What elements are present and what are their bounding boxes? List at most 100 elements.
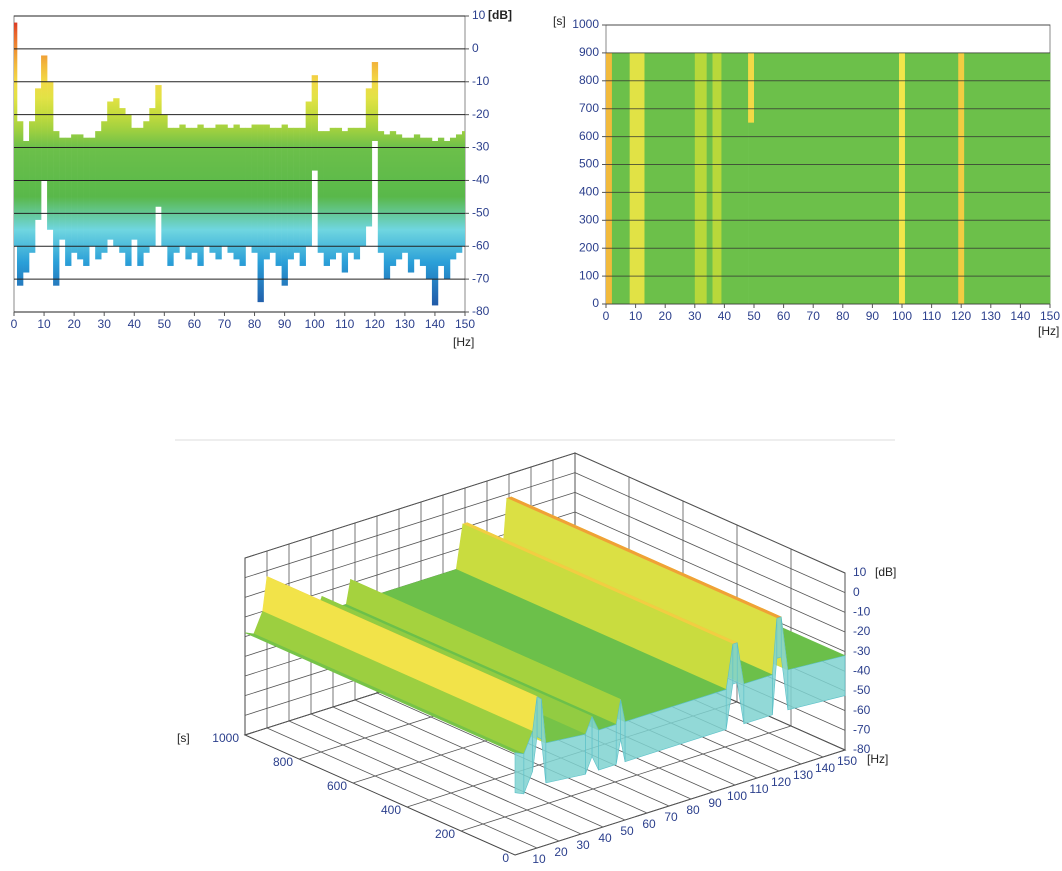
y-tick-label: -10 bbox=[472, 74, 490, 88]
x-tick-label: 0 bbox=[11, 317, 18, 331]
x-tick-label: 150 bbox=[1040, 309, 1060, 323]
z-tick-label: -50 bbox=[853, 683, 871, 697]
x-tick-label: 140 bbox=[1010, 309, 1030, 323]
y-tick-label: 0 bbox=[472, 41, 479, 55]
spectrum-bar bbox=[173, 128, 179, 253]
spectrum-bar bbox=[378, 131, 384, 253]
surface-front bbox=[733, 643, 737, 684]
x-tick-label: 100 bbox=[727, 789, 747, 803]
z-tick-label: -10 bbox=[853, 605, 871, 619]
spectrum-bar bbox=[131, 128, 137, 240]
spectrum-bar bbox=[318, 131, 324, 253]
spectrum-bar bbox=[227, 128, 233, 253]
x-tick-label: 60 bbox=[188, 317, 202, 331]
heat-cell bbox=[707, 53, 713, 304]
spectrum-bar bbox=[23, 141, 29, 273]
spectrum-bar bbox=[252, 125, 258, 253]
z-tick-label: 10 bbox=[853, 565, 867, 579]
x-unit: [Hz] bbox=[453, 335, 474, 349]
heat-cell bbox=[899, 53, 905, 304]
x-tick-label: 10 bbox=[629, 309, 643, 323]
spectrum-bar bbox=[71, 134, 77, 252]
y-tick-label: 800 bbox=[579, 73, 599, 87]
y-tick-label: 700 bbox=[579, 101, 599, 115]
spectrum-bar bbox=[246, 128, 252, 246]
spectrum-bar bbox=[233, 125, 239, 260]
spectrum-bar bbox=[191, 128, 197, 253]
z-tick-label: -70 bbox=[853, 723, 871, 737]
spectrum-bar bbox=[240, 128, 246, 266]
x-tick-label: 120 bbox=[771, 775, 791, 789]
y-unit: [s] bbox=[553, 14, 566, 28]
heat-segment bbox=[748, 53, 754, 123]
x-tick-label: 110 bbox=[749, 782, 768, 796]
spectrum-bar bbox=[209, 128, 215, 253]
z-unit: [dB] bbox=[875, 565, 896, 579]
spectrum-bar bbox=[372, 62, 378, 141]
x-unit: [Hz] bbox=[1038, 324, 1059, 338]
x-tick-label: 100 bbox=[892, 309, 912, 323]
spectrum-bar bbox=[396, 134, 402, 259]
spectrum-bar bbox=[264, 125, 270, 260]
z-tick-label: -20 bbox=[853, 624, 871, 638]
spectrum-bar bbox=[360, 128, 366, 246]
spectrum-bar bbox=[41, 55, 47, 180]
heat-cell bbox=[606, 53, 612, 304]
spectrum-bar bbox=[282, 125, 288, 286]
spectrum-bar bbox=[294, 128, 300, 253]
x-unit: [Hz] bbox=[867, 752, 888, 766]
surface-front bbox=[599, 724, 617, 770]
spectrum-bar bbox=[203, 128, 209, 246]
spectrum-bar bbox=[95, 131, 101, 259]
x-tick-label: 120 bbox=[365, 317, 385, 331]
spectrum-bar bbox=[107, 102, 113, 240]
spectrum-bar bbox=[312, 75, 318, 170]
x-tick-label: 50 bbox=[158, 317, 172, 331]
spectrum-bar bbox=[47, 82, 53, 230]
x-tick-label: 30 bbox=[98, 317, 112, 331]
spectrum-bar bbox=[366, 88, 372, 226]
surface-front bbox=[777, 617, 781, 658]
spectrum-bar bbox=[432, 141, 438, 305]
spectrum-bar bbox=[167, 128, 173, 266]
spectrum-bar bbox=[456, 134, 462, 252]
spectrum-bar bbox=[306, 102, 312, 247]
spectrum-bar bbox=[270, 128, 276, 253]
z-tick-label: -60 bbox=[853, 703, 871, 717]
heat-cell bbox=[630, 53, 645, 304]
x-tick-label: 130 bbox=[793, 768, 813, 782]
x-tick-label: 10 bbox=[532, 852, 546, 866]
heat-cell bbox=[905, 53, 959, 304]
x-tick-label: 20 bbox=[659, 309, 673, 323]
x-tick-label: 20 bbox=[554, 845, 568, 859]
surface-front bbox=[546, 734, 586, 783]
y-tick-label: -60 bbox=[472, 238, 490, 252]
spectrum-bar bbox=[197, 125, 203, 266]
y-tick-label: -30 bbox=[472, 140, 490, 154]
x-tick-label: 20 bbox=[67, 317, 81, 331]
y-tick-label: -50 bbox=[472, 206, 490, 220]
y-tick-label: 800 bbox=[273, 755, 293, 769]
spectrum-bar bbox=[137, 128, 143, 266]
x-tick-label: 70 bbox=[664, 810, 678, 824]
spectrum-bar bbox=[348, 128, 354, 253]
heat-cell bbox=[612, 53, 630, 304]
spectrum-bar bbox=[336, 128, 342, 253]
spectrum-bar bbox=[113, 98, 119, 246]
spectrum-bar bbox=[414, 134, 420, 259]
y-tick-label: 400 bbox=[579, 185, 599, 199]
x-tick-label: 120 bbox=[951, 309, 971, 323]
spectrum-bar bbox=[450, 138, 456, 260]
x-tick-label: 30 bbox=[576, 838, 590, 852]
x-tick-label: 80 bbox=[686, 803, 700, 817]
x-tick-label: 40 bbox=[718, 309, 732, 323]
spectrum-bar bbox=[77, 134, 83, 259]
heat-cell bbox=[695, 53, 707, 304]
spectrum-bar bbox=[125, 115, 131, 266]
x-tick-label: 150 bbox=[837, 754, 857, 768]
spectrum-bar bbox=[179, 125, 185, 247]
spectrum-bar bbox=[29, 121, 35, 253]
spectrum-bar bbox=[53, 131, 59, 286]
heat-cell bbox=[721, 53, 748, 304]
x-tick-label: 80 bbox=[836, 309, 850, 323]
